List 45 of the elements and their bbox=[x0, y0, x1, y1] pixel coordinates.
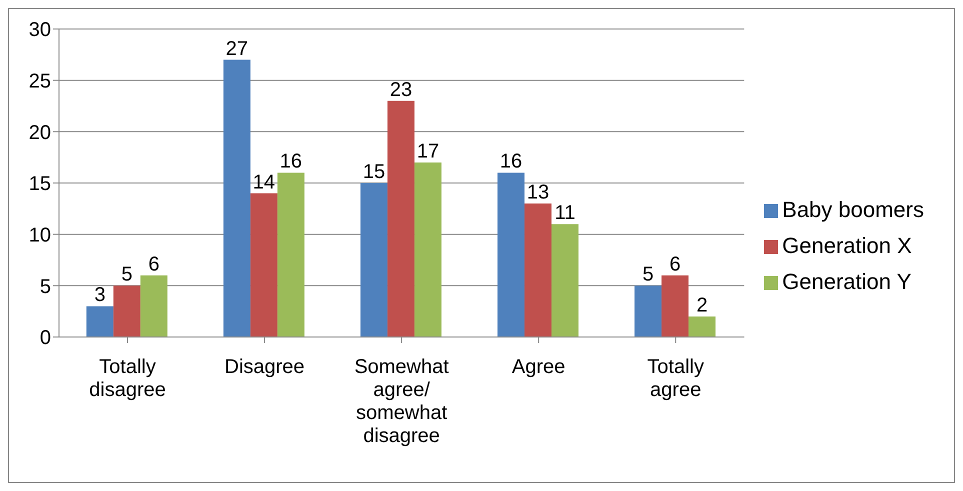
data-label: 11 bbox=[554, 202, 576, 224]
y-tick-label: 25 bbox=[28, 70, 51, 92]
data-label: 16 bbox=[280, 150, 302, 173]
data-label: 27 bbox=[226, 38, 248, 60]
x-tick-label: Agree bbox=[512, 356, 566, 378]
data-label: 6 bbox=[148, 253, 160, 276]
y-tick-label: 10 bbox=[28, 224, 51, 246]
data-label: 3 bbox=[94, 284, 106, 306]
bar bbox=[497, 172, 524, 337]
bar bbox=[634, 286, 662, 337]
data-label: 16 bbox=[500, 150, 522, 173]
legend-label: Generation Y bbox=[782, 268, 912, 294]
data-label: 17 bbox=[416, 140, 440, 162]
y-tick-label: 30 bbox=[28, 19, 51, 42]
bar bbox=[551, 224, 578, 337]
bar bbox=[524, 204, 552, 337]
bar bbox=[414, 162, 442, 337]
x-tick-label: Somewhat agree/ somewhat disagree bbox=[354, 356, 450, 447]
bar bbox=[387, 100, 414, 337]
bar bbox=[113, 286, 140, 337]
legend-label: Generation X bbox=[782, 232, 912, 258]
data-label: 6 bbox=[669, 253, 681, 276]
bar bbox=[223, 60, 250, 337]
bar bbox=[86, 306, 114, 337]
bar bbox=[662, 275, 689, 337]
data-label: 13 bbox=[526, 182, 550, 204]
data-label: 14 bbox=[252, 171, 276, 194]
legend-label: Baby boomers bbox=[782, 196, 924, 222]
data-label: 5 bbox=[121, 264, 132, 286]
data-label: 2 bbox=[696, 294, 708, 316]
x-tick-label: Totally agree bbox=[647, 356, 704, 401]
bar bbox=[250, 193, 278, 337]
data-label: 5 bbox=[642, 264, 654, 286]
data-label: 23 bbox=[390, 78, 412, 101]
bar bbox=[277, 172, 304, 337]
x-tick-label: Disagree bbox=[224, 356, 305, 378]
y-tick-label: 0 bbox=[40, 327, 51, 350]
bar bbox=[688, 316, 716, 337]
bar bbox=[140, 275, 168, 337]
x-tick-label: Totally disagree bbox=[89, 356, 166, 401]
data-label: 15 bbox=[362, 161, 386, 183]
y-tick-label: 20 bbox=[28, 122, 51, 144]
y-tick-label: 5 bbox=[40, 276, 51, 298]
bar bbox=[360, 183, 388, 337]
y-tick-label: 15 bbox=[28, 173, 51, 196]
